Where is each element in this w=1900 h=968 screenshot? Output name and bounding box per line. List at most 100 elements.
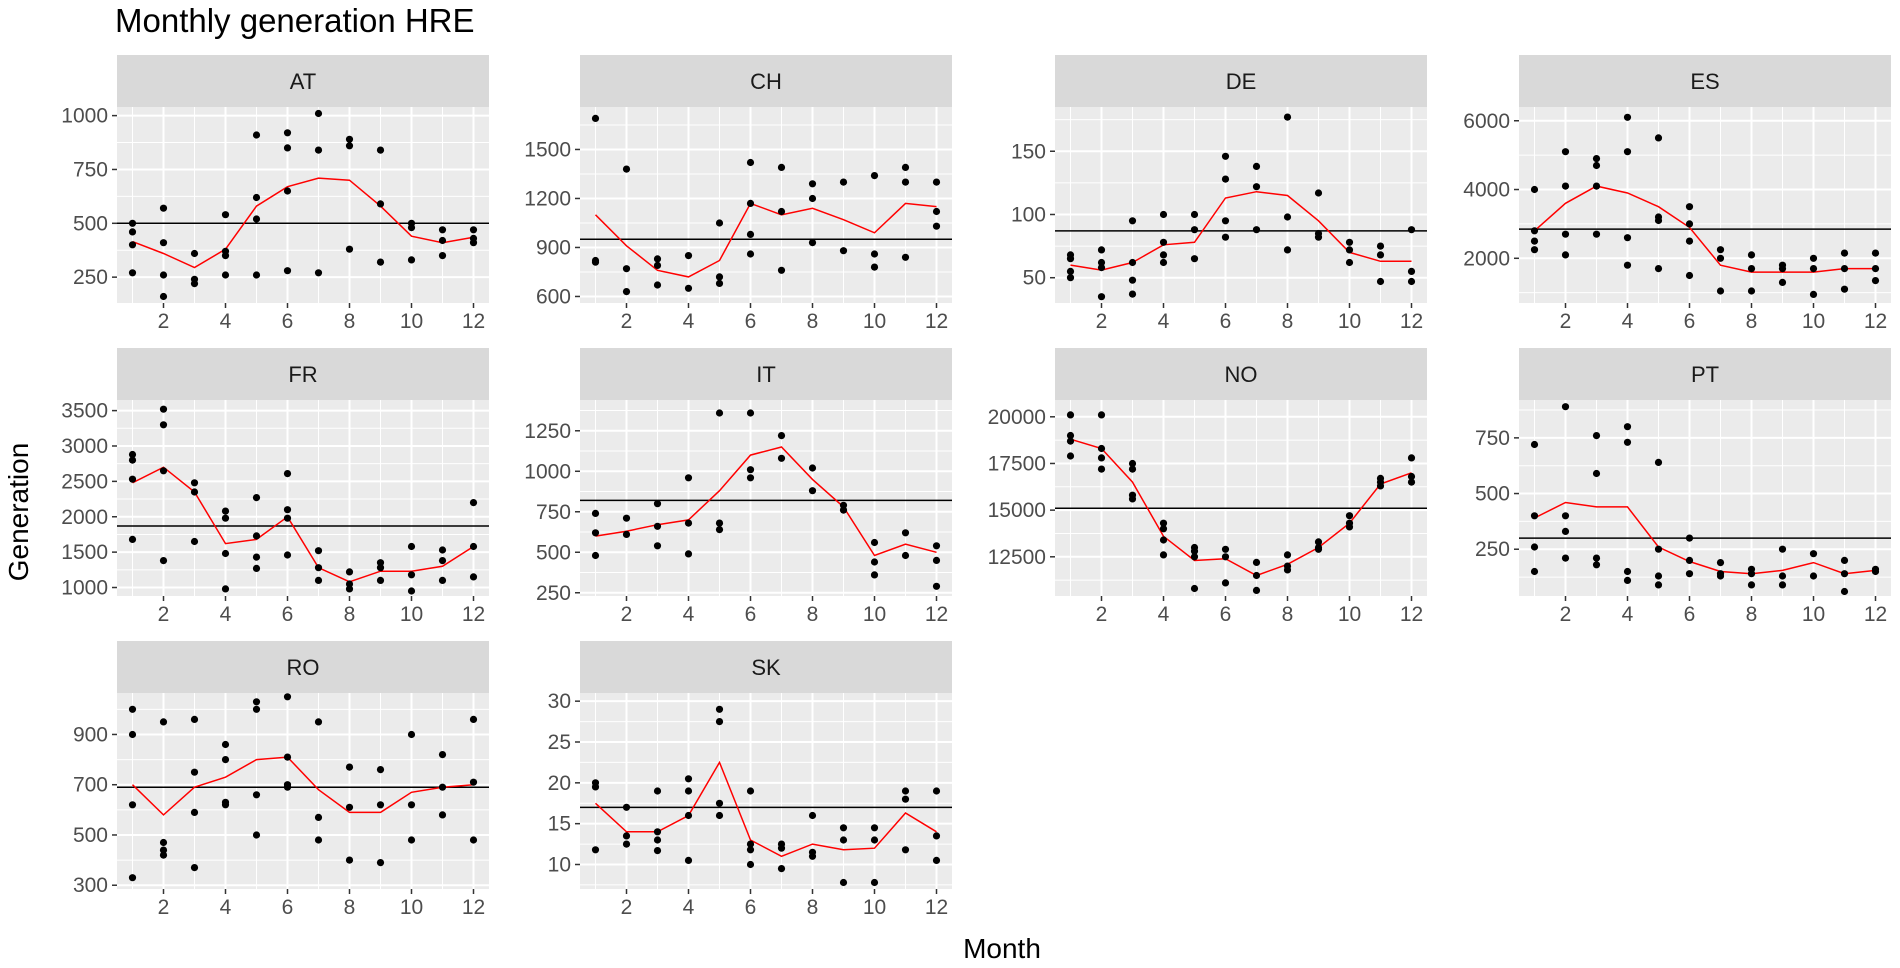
- data-point: [1066, 255, 1075, 263]
- data-point: [1592, 469, 1601, 478]
- x-tick-label: 10: [1338, 310, 1361, 333]
- x-tick-label: 12: [1400, 310, 1423, 333]
- x-tick-label: 4: [220, 603, 232, 626]
- y-tick-label: 15: [548, 813, 571, 836]
- data-point: [1283, 566, 1292, 574]
- monthly-mean-line: [1070, 438, 1412, 577]
- data-point: [1840, 556, 1849, 565]
- data-point: [190, 537, 199, 546]
- x-tick-label: 8: [344, 896, 356, 919]
- data-point: [777, 454, 786, 462]
- data-point: [1314, 233, 1323, 241]
- data-point: [1345, 523, 1354, 531]
- data-point: [746, 846, 755, 854]
- x-tick-label: 8: [1746, 603, 1758, 626]
- data-point: [1407, 454, 1416, 462]
- panel-background: [580, 693, 952, 889]
- data-point: [190, 280, 199, 288]
- data-point: [1221, 233, 1230, 241]
- data-point: [715, 273, 724, 281]
- data-point: [808, 194, 817, 203]
- data-point: [1654, 545, 1663, 553]
- data-point: [376, 766, 385, 774]
- data-point: [190, 479, 199, 487]
- monthly-mean-line: [1534, 501, 1876, 575]
- x-tick-label: 2: [1096, 310, 1108, 333]
- x-tick-label: 8: [1282, 603, 1294, 626]
- data-point: [252, 705, 261, 713]
- data-point: [1128, 276, 1137, 284]
- x-tick-label: 10: [1802, 310, 1825, 333]
- data-point: [715, 279, 724, 287]
- data-point: [684, 519, 693, 527]
- data-point: [1128, 495, 1137, 503]
- data-point: [684, 252, 693, 260]
- data-point: [345, 135, 354, 143]
- data-point: [1747, 265, 1756, 273]
- data-point: [376, 576, 385, 585]
- data-point: [159, 838, 168, 847]
- data-point: [1840, 587, 1849, 596]
- data-point: [622, 840, 631, 848]
- x-tick-label: 4: [220, 896, 232, 919]
- data-point: [777, 266, 786, 274]
- facet-panel-ch: CH 600 900 1200 1500 2 4 6 8 10 12: [524, 55, 952, 333]
- y-tick-label: 3500: [61, 400, 108, 423]
- data-point: [469, 239, 478, 247]
- data-point: [283, 514, 292, 522]
- monthly-mean-line: [1070, 190, 1412, 271]
- x-tick-label: 12: [462, 603, 485, 626]
- data-point: [1592, 161, 1601, 170]
- data-point: [1747, 287, 1756, 295]
- data-point: [1097, 246, 1106, 254]
- x-tick-label: 6: [1220, 603, 1232, 626]
- x-tick-label: 6: [1684, 603, 1696, 626]
- x-tick-label: 12: [1400, 603, 1423, 626]
- panel-background: [580, 400, 952, 596]
- y-tick-label: 1000: [61, 577, 108, 600]
- data-point: [314, 547, 323, 555]
- y-tick-label: 15000: [988, 499, 1046, 522]
- data-point: [839, 824, 848, 832]
- data-point: [1778, 581, 1787, 589]
- data-point: [314, 836, 323, 844]
- data-point: [128, 456, 137, 464]
- data-point: [283, 187, 292, 195]
- data-point: [1314, 545, 1323, 553]
- facet-strip-label: NO: [1225, 362, 1258, 387]
- y-tick-label: 1500: [524, 138, 571, 161]
- y-tick-label: 10: [548, 854, 571, 877]
- data-point: [622, 832, 631, 840]
- data-point: [1345, 238, 1354, 246]
- data-point: [622, 265, 631, 273]
- data-point: [746, 840, 755, 848]
- y-tick-label: 250: [73, 266, 108, 289]
- data-point: [1654, 458, 1663, 466]
- y-tick-label: 150: [1011, 140, 1046, 163]
- data-point: [221, 252, 230, 260]
- y-tick-label: 2000: [61, 506, 108, 529]
- y-tick-label: 750: [73, 158, 108, 181]
- data-point: [159, 421, 168, 429]
- data-point: [345, 856, 354, 864]
- facet-strip-label: PT: [1691, 362, 1719, 387]
- data-point: [1376, 482, 1385, 490]
- data-point: [622, 803, 631, 811]
- data-point: [376, 859, 385, 867]
- data-point: [159, 405, 168, 413]
- data-point: [870, 172, 879, 180]
- data-point: [1840, 265, 1849, 273]
- data-point: [1407, 277, 1416, 286]
- data-point: [932, 178, 941, 186]
- data-point: [808, 180, 817, 188]
- data-point: [1778, 265, 1787, 273]
- data-point: [870, 836, 879, 844]
- data-point: [1716, 287, 1725, 295]
- data-point: [159, 239, 168, 247]
- data-point: [932, 542, 941, 550]
- data-point: [932, 832, 941, 840]
- facet-panel-at: AT 250 500 750 1000 2 4 6 8 10 12: [61, 55, 489, 333]
- data-point: [221, 271, 230, 279]
- x-tick-label: 6: [282, 310, 294, 333]
- data-point: [1747, 570, 1756, 578]
